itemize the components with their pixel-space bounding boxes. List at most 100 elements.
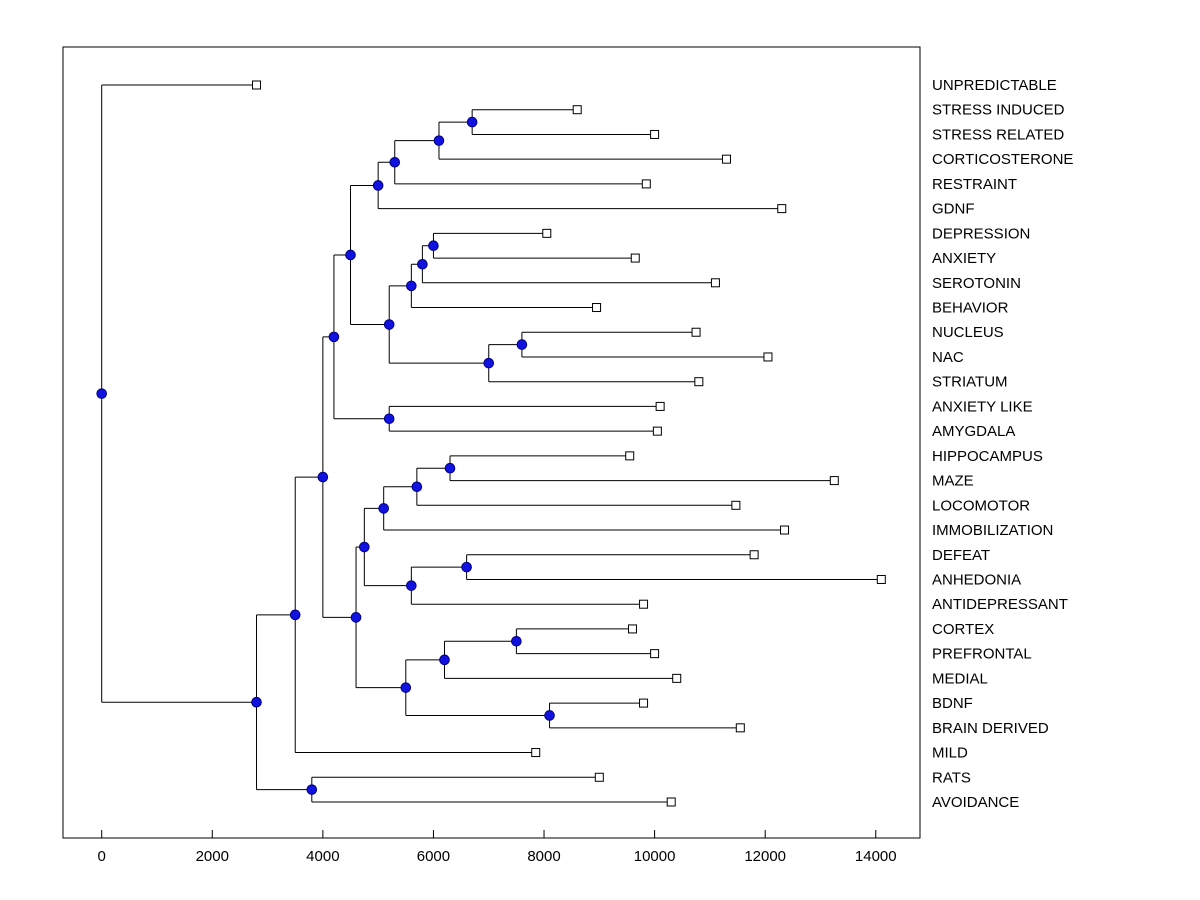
leaf-marker <box>627 624 637 634</box>
x-tick-label: 0 <box>98 848 106 865</box>
leaf-marker <box>691 327 701 337</box>
leaf-label: SEROTONIN <box>932 275 1021 292</box>
leaf-label: RESTRAINT <box>932 176 1017 193</box>
leaf-marker <box>777 204 787 214</box>
leaf-label: LOCOMOTOR <box>932 497 1030 514</box>
cluster-node-marker <box>516 339 528 350</box>
leaf-marker <box>763 352 773 362</box>
leaf-label: MAZE <box>932 473 974 490</box>
leaf-label: CORTEX <box>932 621 994 638</box>
leaf-marker <box>721 154 731 164</box>
leaf-label: GDNF <box>932 201 975 218</box>
leaf-marker <box>630 253 640 263</box>
cluster-node-marker <box>306 784 318 795</box>
leaf-label: PREFRONTAL <box>932 646 1032 663</box>
cluster-node-marker <box>511 635 522 647</box>
x-tick-label: 4000 <box>306 848 339 865</box>
leaf-label: AVOIDANCE <box>932 794 1019 811</box>
cluster-node-marker <box>372 180 384 191</box>
leaf-label: BRAIN DERIVED <box>932 720 1049 737</box>
leaf-label: BEHAVIOR <box>932 300 1009 317</box>
cluster-node-marker <box>439 654 450 666</box>
leaf-marker <box>252 80 262 90</box>
leaf-marker <box>710 278 720 288</box>
leaf-label: CORTICOSTERONE <box>932 151 1073 168</box>
leaf-marker <box>655 401 665 411</box>
leaf-marker <box>639 698 649 708</box>
cluster-node-marker <box>350 612 362 623</box>
leaf-marker <box>829 476 839 486</box>
leaf-label: RATS <box>932 769 971 786</box>
leaf-marker <box>749 550 759 560</box>
cluster-node-marker <box>328 331 340 343</box>
x-tick-label: 10000 <box>634 848 676 865</box>
leaf-marker <box>594 772 604 782</box>
leaf-label: NAC <box>932 349 964 366</box>
leaf-marker <box>572 105 582 115</box>
leaf-marker <box>672 673 682 683</box>
leaf-label: MEDIAL <box>932 670 988 687</box>
x-tick-label: 6000 <box>417 848 450 865</box>
cluster-node-marker <box>444 462 456 474</box>
leaf-label: BDNF <box>932 695 973 712</box>
leaf-marker <box>694 377 704 387</box>
leaf-label: HIPPOCAMPUS <box>932 448 1043 465</box>
cluster-node-marker <box>461 561 472 573</box>
leaf-marker <box>735 723 745 733</box>
leaf-label: STRESS INDUCED <box>932 102 1065 119</box>
x-tick-label: 2000 <box>196 848 229 865</box>
leaf-marker <box>531 748 541 758</box>
cluster-node-marker <box>345 249 356 261</box>
leaf-label: STRESS RELATED <box>932 126 1064 143</box>
leaf-marker <box>876 574 886 584</box>
leaf-marker <box>650 649 660 659</box>
leaf-marker <box>592 303 602 313</box>
cluster-node-marker <box>428 240 439 252</box>
cluster-node-marker <box>417 258 428 270</box>
leaf-label: ANXIETY LIKE <box>932 398 1033 415</box>
leaf-marker <box>780 525 790 535</box>
leaf-label: AMYGDALA <box>932 423 1015 440</box>
leaf-marker <box>652 426 662 436</box>
leaf-label: DEFEAT <box>932 547 990 564</box>
cluster-node-marker <box>251 696 262 708</box>
leaf-label: UNPREDICTABLE <box>932 77 1057 94</box>
cluster-node-marker <box>389 156 401 168</box>
leaf-marker <box>625 451 635 461</box>
cluster-node-marker <box>289 609 301 621</box>
cluster-node-marker <box>433 135 445 146</box>
cluster-node-marker <box>359 541 370 553</box>
leaf-label: NUCLEUS <box>932 324 1004 341</box>
leaf-label: IMMOBILIZATION <box>932 522 1053 539</box>
cluster-node-marker <box>378 503 389 514</box>
leaf-label: STRIATUM <box>932 374 1008 391</box>
leaf-label: MILD <box>932 745 968 762</box>
leaf-label: ANXIETY <box>932 250 996 267</box>
leaf-marker <box>639 599 649 609</box>
x-tick-label: 8000 <box>527 848 560 865</box>
leaf-label: ANTIDEPRESSANT <box>932 596 1068 613</box>
leaf-marker <box>542 228 552 238</box>
cluster-node-marker <box>466 116 478 128</box>
cluster-node-marker <box>400 682 412 693</box>
cluster-node-marker <box>383 413 395 425</box>
cluster-node-marker <box>411 481 423 493</box>
cluster-node-marker <box>317 471 329 483</box>
cluster-node-marker <box>383 319 395 330</box>
x-tick-label: 12000 <box>744 848 786 865</box>
leaf-label: DEPRESSION <box>932 225 1030 242</box>
leaf-marker <box>666 797 676 807</box>
cluster-node-marker <box>406 580 417 591</box>
plot-border <box>62 46 921 839</box>
cluster-node-marker <box>483 357 495 369</box>
leaf-marker <box>650 129 660 139</box>
cluster-node-marker <box>406 280 417 292</box>
leaf-label: ANHEDONIA <box>932 571 1021 588</box>
x-tick-label: 14000 <box>855 848 897 865</box>
leaf-marker <box>641 179 651 189</box>
cluster-node-marker <box>544 710 555 721</box>
cluster-node-marker <box>96 388 108 399</box>
leaf-marker <box>731 500 741 510</box>
